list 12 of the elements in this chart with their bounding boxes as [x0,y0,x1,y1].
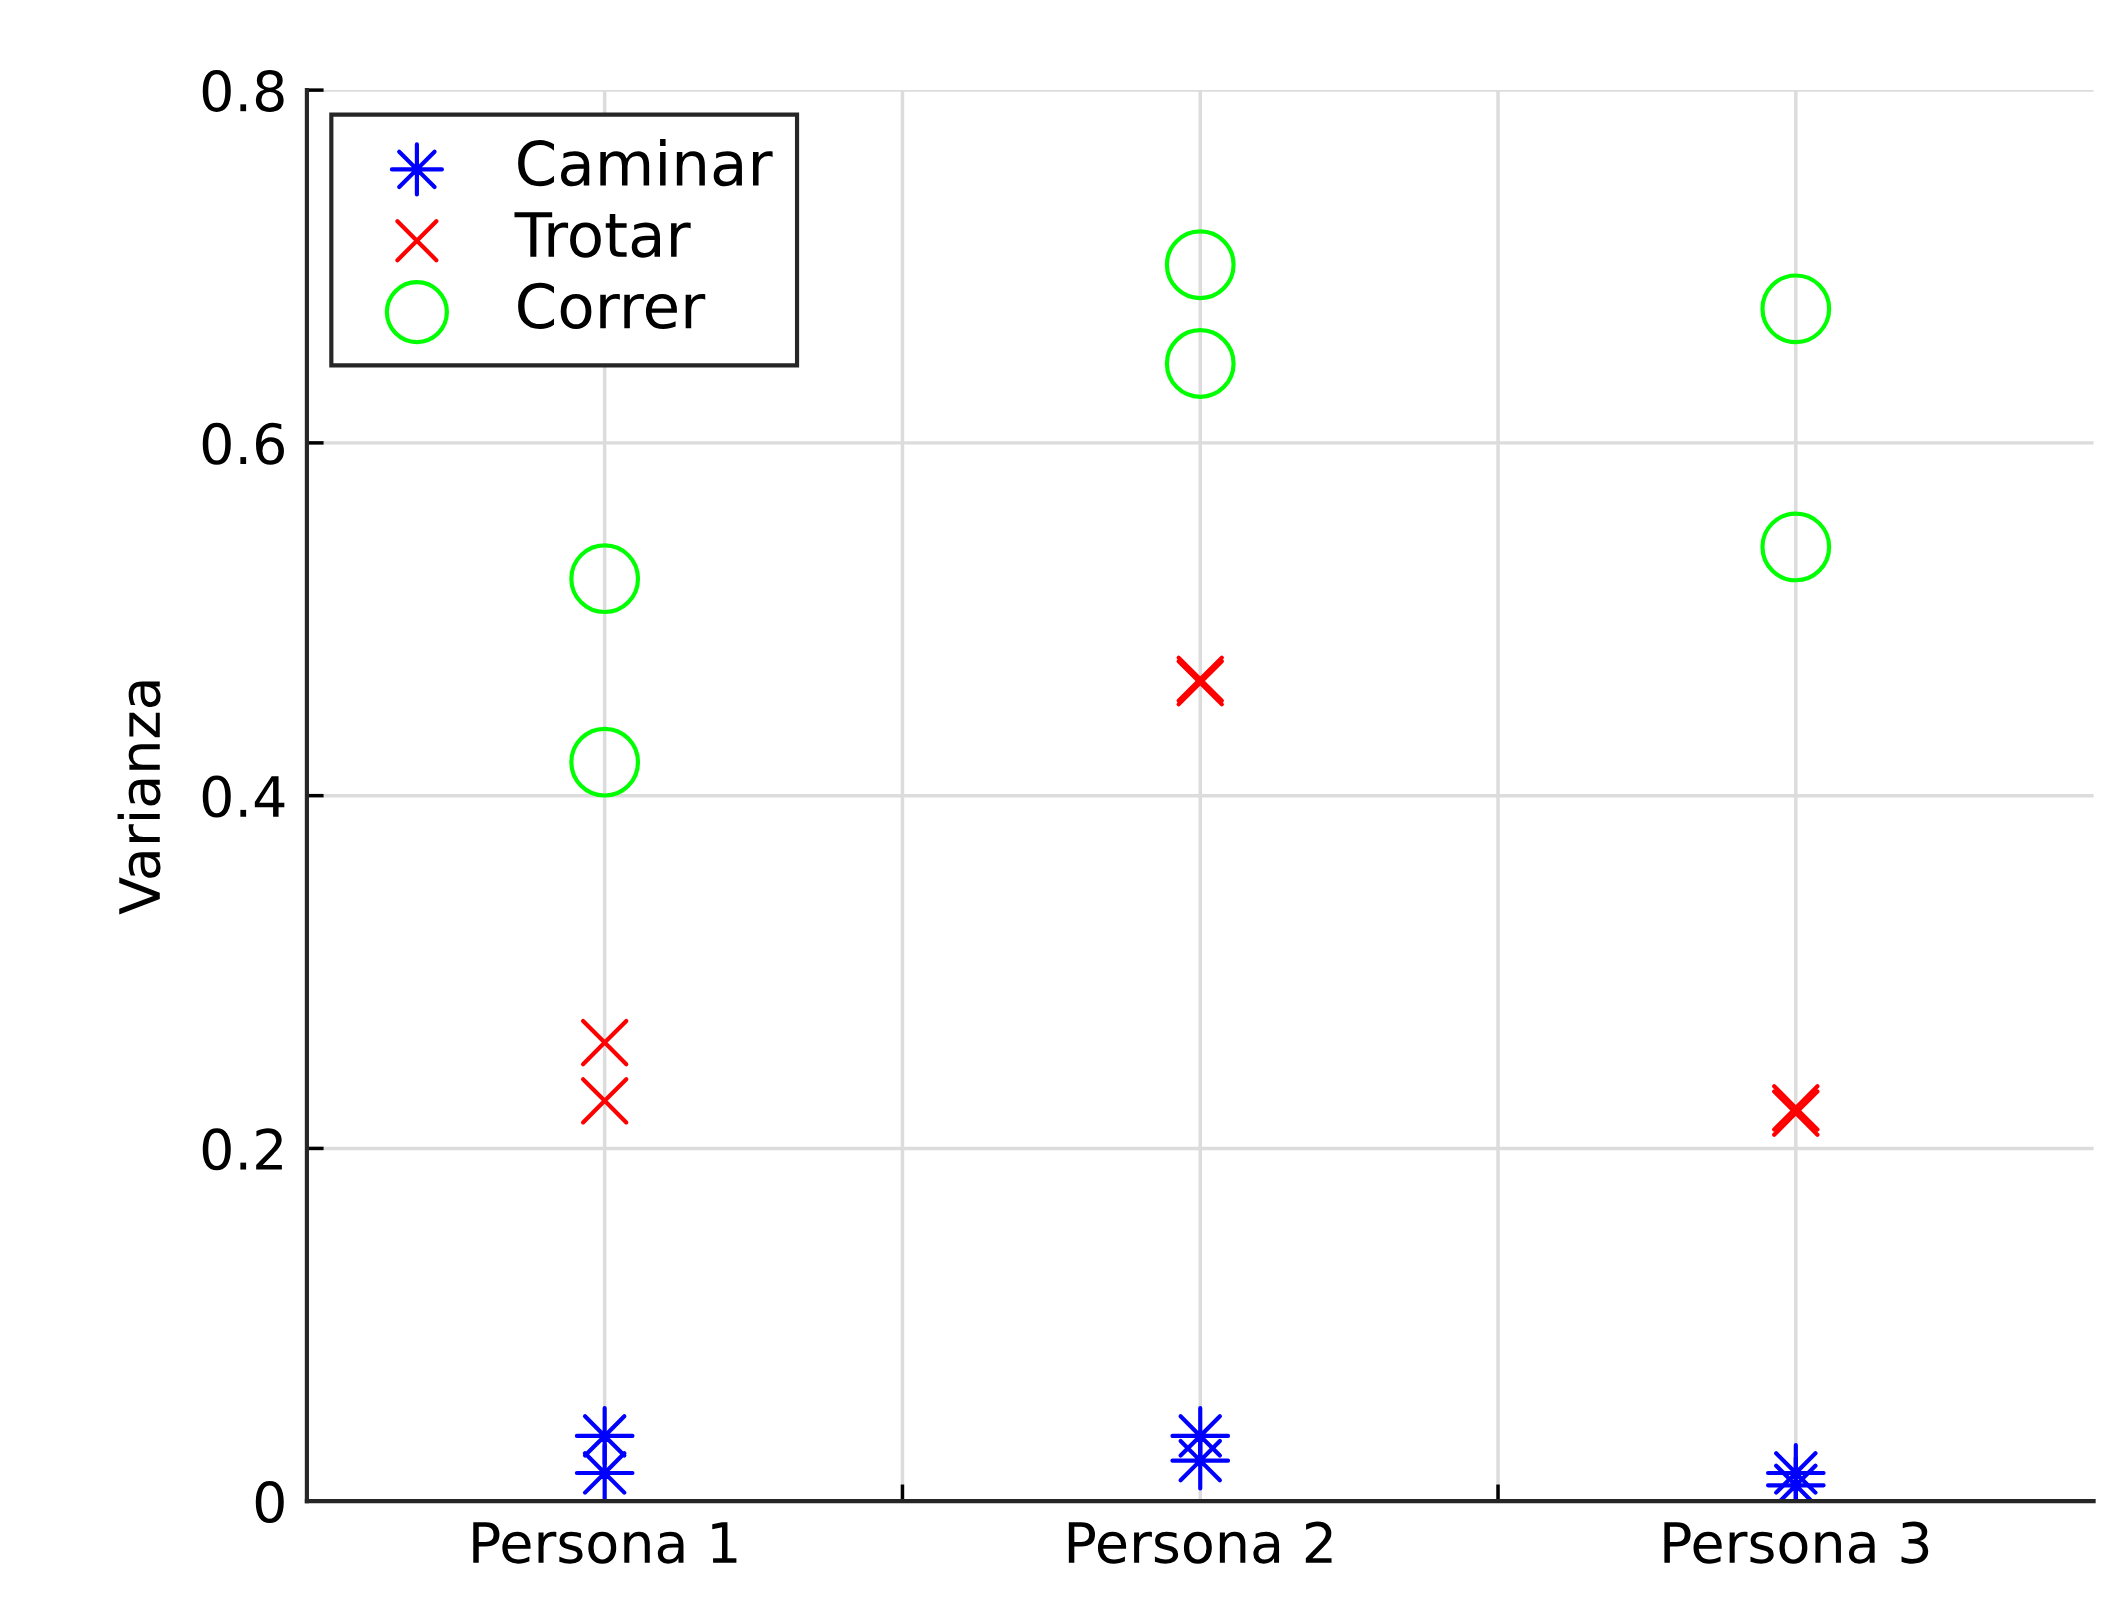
y-tick-label: 0.4 [202,775,285,818]
y-tick-label: 0.8 [202,69,284,112]
legend-label: Caminar [518,138,773,187]
y-axis-title: Varianza [117,681,161,915]
y-tick-label: 0 [255,1481,284,1524]
y-tick-label: 0.6 [202,422,284,465]
x-tick-label: Persona 1 [473,1522,737,1564]
legend-label: Trotar [514,212,691,258]
x-tick-label: Persona 2 [1068,1521,1332,1564]
y-tick-label: 0.2 [202,1128,282,1171]
x-tick-label: Persona 3 [1664,1521,1929,1564]
legend-label: Correr [518,282,706,330]
